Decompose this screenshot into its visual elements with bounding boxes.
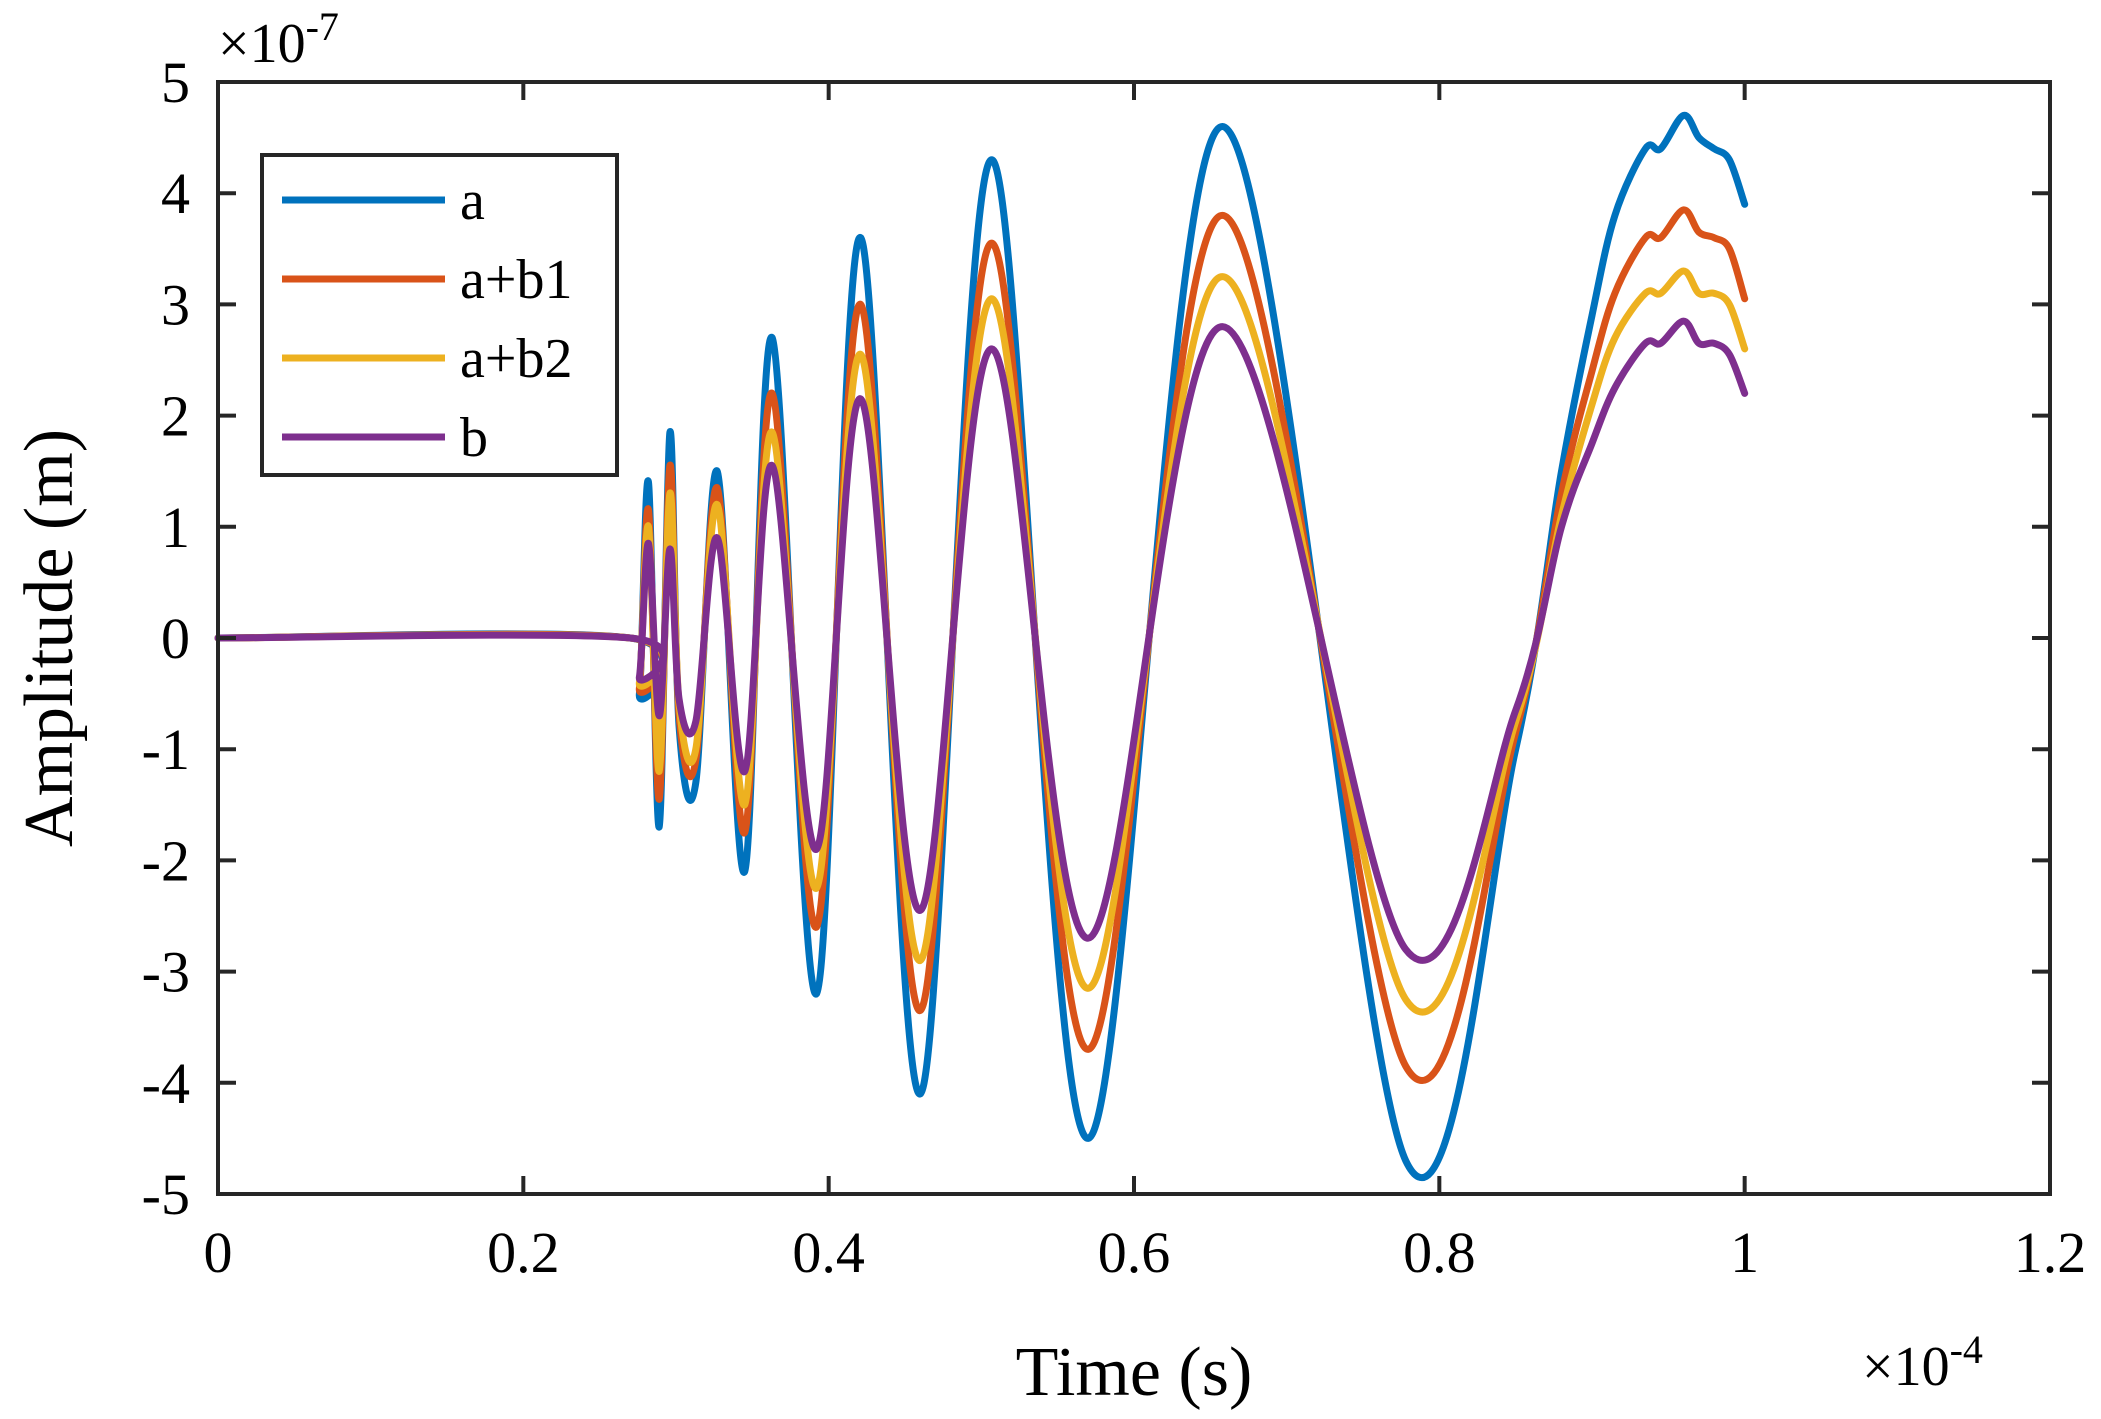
y-tick-label: 3 (161, 272, 190, 337)
y-tick-label: 2 (161, 384, 190, 449)
y-tick-labels: 5 4 3 2 1 0 -1 -2 -3 -4 -5 (142, 50, 190, 1227)
y-axis-multiplier: ×10-7 (218, 4, 339, 75)
y-tick-label: -4 (142, 1051, 190, 1116)
y-tick-label: 5 (161, 50, 190, 115)
y-axis-label: Amplitude (m) (11, 429, 88, 847)
x-tick-label: 0.6 (1098, 1220, 1171, 1285)
legend-label: a (460, 170, 485, 232)
series-layer (214, 111, 1749, 1182)
legend-label: a+b1 (460, 249, 572, 311)
y-multiplier-base: ×10 (218, 13, 306, 75)
x-tick-label: 0.4 (792, 1220, 865, 1285)
legend-label: b (460, 407, 488, 469)
y-multiplier-exponent: -7 (306, 4, 339, 49)
y-tick-label: -2 (142, 828, 190, 893)
y-tick-label: 0 (161, 606, 190, 671)
legend-label: a+b2 (460, 328, 572, 390)
series-line-b (214, 317, 1749, 964)
y-tick-label: -1 (142, 717, 190, 782)
y-tick-label: 4 (161, 161, 190, 226)
x-axis-label: Time (s) (1016, 1334, 1253, 1411)
plot-frame (216, 80, 2052, 1196)
x-tick-label: 1 (1730, 1220, 1759, 1285)
x-tick-label: 0.8 (1403, 1220, 1476, 1285)
x-multiplier-base: ×10 (1862, 1336, 1950, 1398)
y-tick-label: -3 (142, 940, 190, 1005)
x-axis-multiplier: ×10-4 (1862, 1327, 1983, 1398)
x-tick-labels: 0 0.2 0.4 0.6 0.8 1 1.2 (204, 1220, 2087, 1285)
x-tick-label: 0 (204, 1220, 233, 1285)
y-tick-label: 1 (161, 495, 190, 560)
legend-entries: a a+b1 a+b2 b (282, 170, 572, 469)
x-multiplier-exponent: -4 (1950, 1327, 1983, 1372)
legend: a a+b1 a+b2 b (260, 153, 619, 477)
x-tick-label: 1.2 (2014, 1220, 2087, 1285)
x-tick-label: 0.2 (487, 1220, 560, 1285)
series-line-a (214, 111, 1749, 1182)
y-tick-label: -5 (142, 1162, 190, 1227)
legend-box (260, 153, 619, 477)
